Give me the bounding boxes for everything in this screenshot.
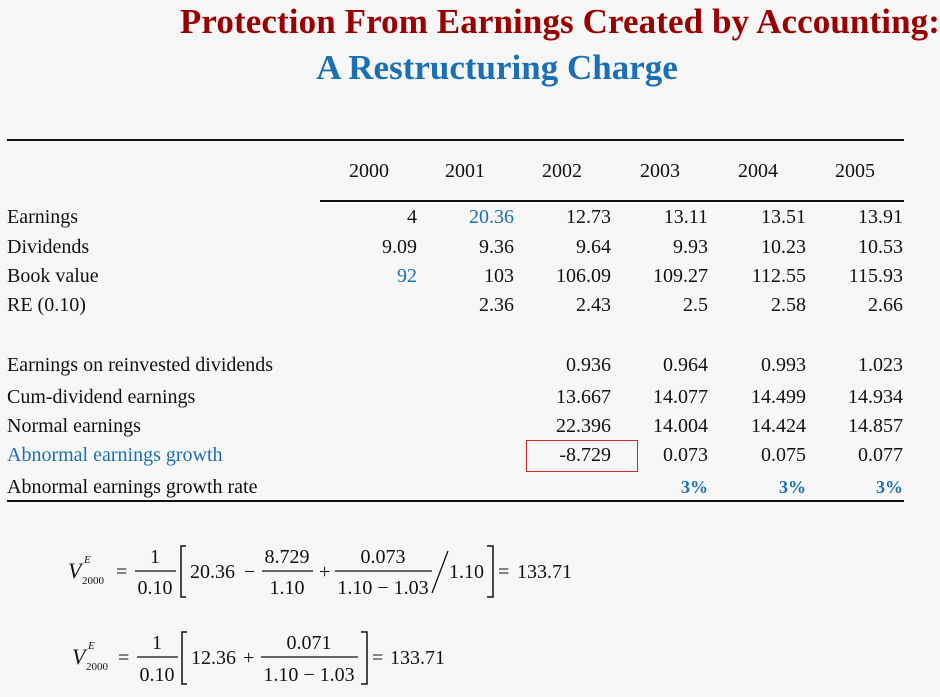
row-label: Earnings on reinvested dividends <box>7 354 274 376</box>
header-underline-rule <box>320 200 904 202</box>
formula2-term1: 12.36 <box>191 647 236 669</box>
table-cell: 12.73 <box>566 206 611 228</box>
table-cell: 10.53 <box>858 236 903 258</box>
row-label: Earnings <box>7 206 79 228</box>
row-label: Book value <box>7 265 99 287</box>
table-cell: 2.36 <box>479 294 514 316</box>
formula1-f2-num: 8.729 <box>265 546 310 568</box>
slide-title-line-1: Protection From Earnings Created by Acco… <box>179 2 940 41</box>
table-cell: 9.64 <box>576 236 611 258</box>
table-cell: 10.23 <box>761 236 806 258</box>
year-header: 2005 <box>835 160 875 182</box>
table-cell: 20.36 <box>469 206 514 228</box>
table-cell: 0.936 <box>566 354 611 376</box>
row-label: Abnormal earnings growth <box>7 444 223 466</box>
table-cell: 4 <box>407 206 417 228</box>
table-cell: 14.077 <box>653 386 708 408</box>
table-cell: 112.55 <box>751 265 806 287</box>
formula2-f2-num: 0.071 <box>287 632 332 654</box>
formula1-equals: = <box>116 561 127 583</box>
formula2-right-bracket <box>361 631 368 685</box>
table-cell: 115.93 <box>848 265 903 287</box>
row-label: Cum-dividend earnings <box>7 386 196 408</box>
formula1-term1: 20.36 <box>190 561 235 583</box>
table-cell: 2.43 <box>576 294 611 316</box>
formula2-result: 133.71 <box>390 647 445 669</box>
highlight-box <box>526 440 638 472</box>
formula1-right-bracket <box>487 545 494 598</box>
row-label: RE (0.10) <box>7 294 86 316</box>
table-cell: 13.51 <box>761 206 806 228</box>
table-cell: 109.27 <box>653 265 708 287</box>
formula1-slash <box>431 550 449 594</box>
formula2-sup: E <box>87 640 95 652</box>
table-cell: 14.934 <box>848 386 903 408</box>
year-header: 2003 <box>640 160 680 182</box>
formula1-result: 133.71 <box>517 561 572 583</box>
formula1-left-bracket <box>180 545 186 598</box>
table-cell: 2.66 <box>868 294 903 316</box>
formula1-plus: + <box>319 561 330 583</box>
formula1-sup: E <box>83 554 91 566</box>
formula1-frac-num: 1 <box>150 546 160 568</box>
formula2-equals: = <box>118 647 129 669</box>
table-cell: 13.91 <box>858 206 903 228</box>
table-top-rule <box>7 139 904 141</box>
table-bottom-rule <box>7 500 904 502</box>
formula1-sub: 2000 <box>82 575 105 587</box>
table-cell: 13.11 <box>663 206 708 228</box>
formula2-f2-den: 1.10 − 1.03 <box>263 664 354 686</box>
formula2-sub: 2000 <box>86 661 109 673</box>
table-cell: 103 <box>484 265 514 287</box>
formula1-frac-den: 0.10 <box>138 577 173 599</box>
formula2-V: V <box>72 644 88 669</box>
table-cell: 3% <box>681 477 708 497</box>
table-cell: 1.023 <box>858 354 903 376</box>
table-cell: 0.075 <box>761 444 806 466</box>
table-cell: 0.073 <box>663 444 708 466</box>
table-cell: 9.09 <box>382 236 417 258</box>
formula2-frac-den: 0.10 <box>140 664 175 686</box>
table-cell: 92 <box>397 265 417 287</box>
formula1-minus: − <box>244 561 255 583</box>
table-cell: 0.077 <box>858 444 903 466</box>
formula2-frac-num: 1 <box>152 632 162 654</box>
formula1-equals-2: = <box>498 561 509 583</box>
row-label: Abnormal earnings growth rate <box>7 476 258 498</box>
table-cell: 3% <box>779 477 806 497</box>
year-header: 2001 <box>445 160 485 182</box>
formula1-div-by: 1.10 <box>449 561 484 583</box>
formula1-V: V <box>68 558 84 583</box>
table-cell: 22.396 <box>556 415 611 437</box>
formula1-f3-num: 0.073 <box>361 546 406 568</box>
table-cell: 0.964 <box>663 354 708 376</box>
table-cell: 3% <box>876 477 903 497</box>
table-cell: -8.729 <box>559 444 611 466</box>
table-cell: 2.5 <box>683 294 708 316</box>
table-cell: 9.36 <box>479 236 514 258</box>
year-header: 2004 <box>738 160 778 182</box>
slide-title-line-2: A Restructuring Charge <box>316 48 678 87</box>
table-cell: 2.58 <box>771 294 806 316</box>
year-header: 2002 <box>542 160 582 182</box>
formula2-equals-2: = <box>372 647 383 669</box>
row-label: Normal earnings <box>7 415 141 437</box>
row-label: Dividends <box>7 236 90 258</box>
table-cell: 106.09 <box>556 265 611 287</box>
table-cell: 9.93 <box>673 236 708 258</box>
table-cell: 14.424 <box>751 415 806 437</box>
table-cell: 0.993 <box>761 354 806 376</box>
formula1-f3-den: 1.10 − 1.03 <box>337 577 428 599</box>
year-header: 2000 <box>349 160 389 182</box>
formula1-f2-den: 1.10 <box>270 577 305 599</box>
table-cell: 13.667 <box>556 386 611 408</box>
formula2-plus: + <box>243 647 254 669</box>
table-cell: 14.857 <box>848 415 903 437</box>
table-cell: 14.004 <box>653 415 708 437</box>
table-cell: 14.499 <box>751 386 806 408</box>
formula2-left-bracket <box>181 631 187 685</box>
